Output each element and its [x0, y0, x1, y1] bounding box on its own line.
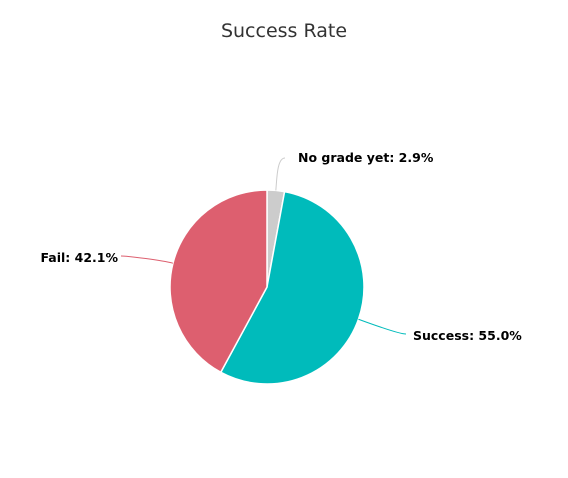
connector-line-no-grade-yet: [275, 157, 286, 191]
data-label-success: Success: 55.0%: [413, 328, 522, 343]
chart-title: Success Rate: [220, 20, 348, 42]
connector-line-success: [358, 318, 407, 335]
connector-line-fail: [120, 255, 174, 264]
data-label-no-grade-yet: No grade yet: 2.9%: [298, 150, 434, 165]
data-label-fail: Fail: 42.1%: [40, 250, 118, 265]
pie-slice-success[interactable]: [220, 190, 365, 385]
